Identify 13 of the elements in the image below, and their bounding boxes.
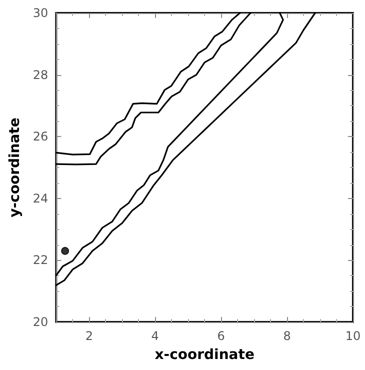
x-tick-label: 10 [345, 329, 361, 343]
y-tick-label: 28 [32, 68, 48, 82]
x-axis-title: x-coordinate [154, 347, 254, 363]
y-axis-title: y-coordinate [7, 118, 23, 218]
y-tick-label: 20 [32, 315, 48, 329]
x-tick-label: 2 [85, 329, 93, 343]
y-tick-label: 22 [32, 253, 48, 268]
x-tick-label: 4 [151, 329, 159, 343]
y-tick-label: 24 [32, 191, 48, 206]
y-tick-label: 26 [32, 130, 48, 144]
x-tick-label: 8 [283, 329, 291, 343]
y-tick-label: 30 [32, 6, 48, 20]
x-tick-label: 6 [217, 329, 225, 343]
